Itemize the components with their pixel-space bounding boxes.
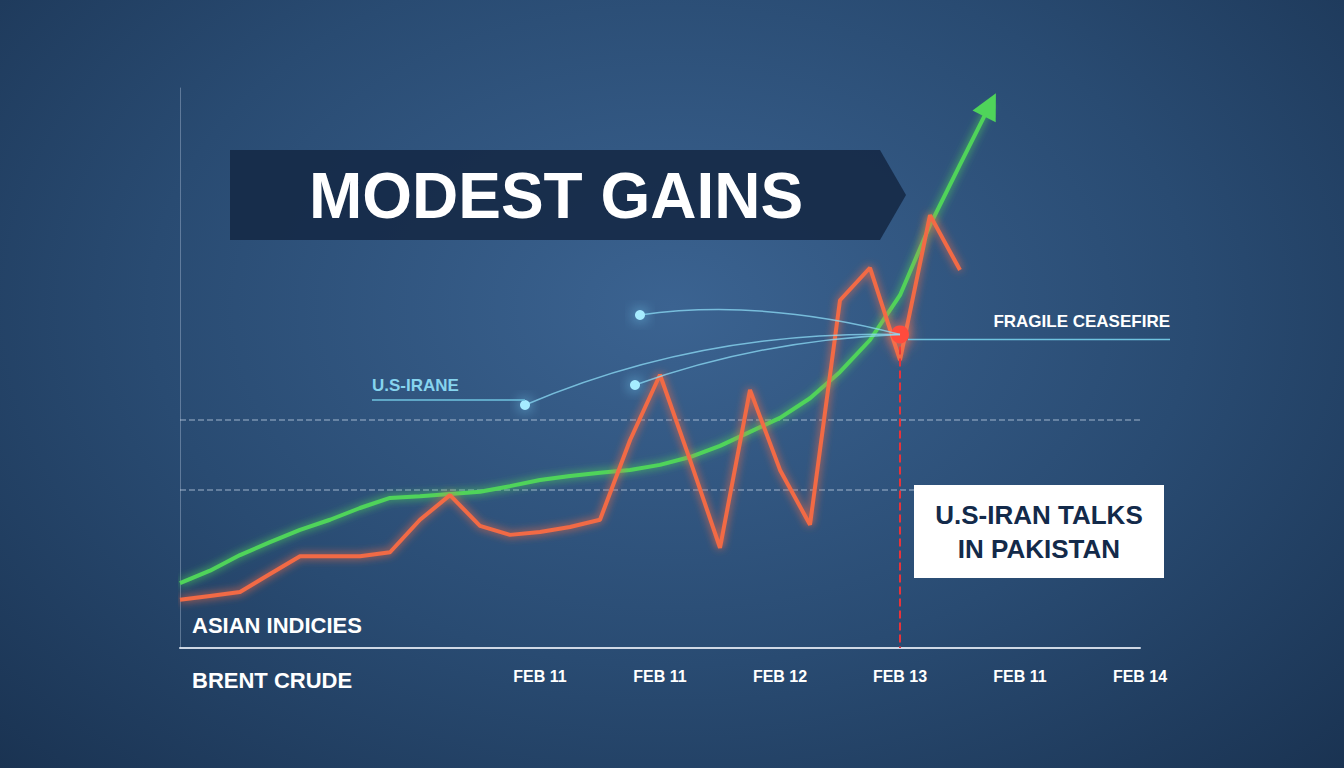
svg-text:FEB 12: FEB 12 bbox=[753, 668, 807, 685]
svg-text:MODEST GAINS: MODEST GAINS bbox=[309, 160, 803, 232]
svg-text:FEB 11: FEB 11 bbox=[633, 668, 686, 685]
svg-text:FEB 14: FEB 14 bbox=[1113, 668, 1167, 685]
svg-text:FEB 11: FEB 11 bbox=[513, 668, 566, 685]
svg-text:FEB 13: FEB 13 bbox=[873, 668, 927, 685]
svg-text:U.S-IRAN TALKS: U.S-IRAN TALKS bbox=[935, 500, 1143, 530]
svg-text:FEB 11: FEB 11 bbox=[993, 668, 1046, 685]
svg-text:FRAGILE CEASEFIRE: FRAGILE CEASEFIRE bbox=[993, 312, 1170, 331]
svg-text:BRENT CRUDE: BRENT CRUDE bbox=[192, 668, 352, 693]
svg-text:ASIAN INDICIES: ASIAN INDICIES bbox=[192, 613, 362, 638]
svg-text:IN PAKISTAN: IN PAKISTAN bbox=[958, 534, 1120, 564]
svg-text:U.S-IRANE: U.S-IRANE bbox=[372, 376, 459, 395]
